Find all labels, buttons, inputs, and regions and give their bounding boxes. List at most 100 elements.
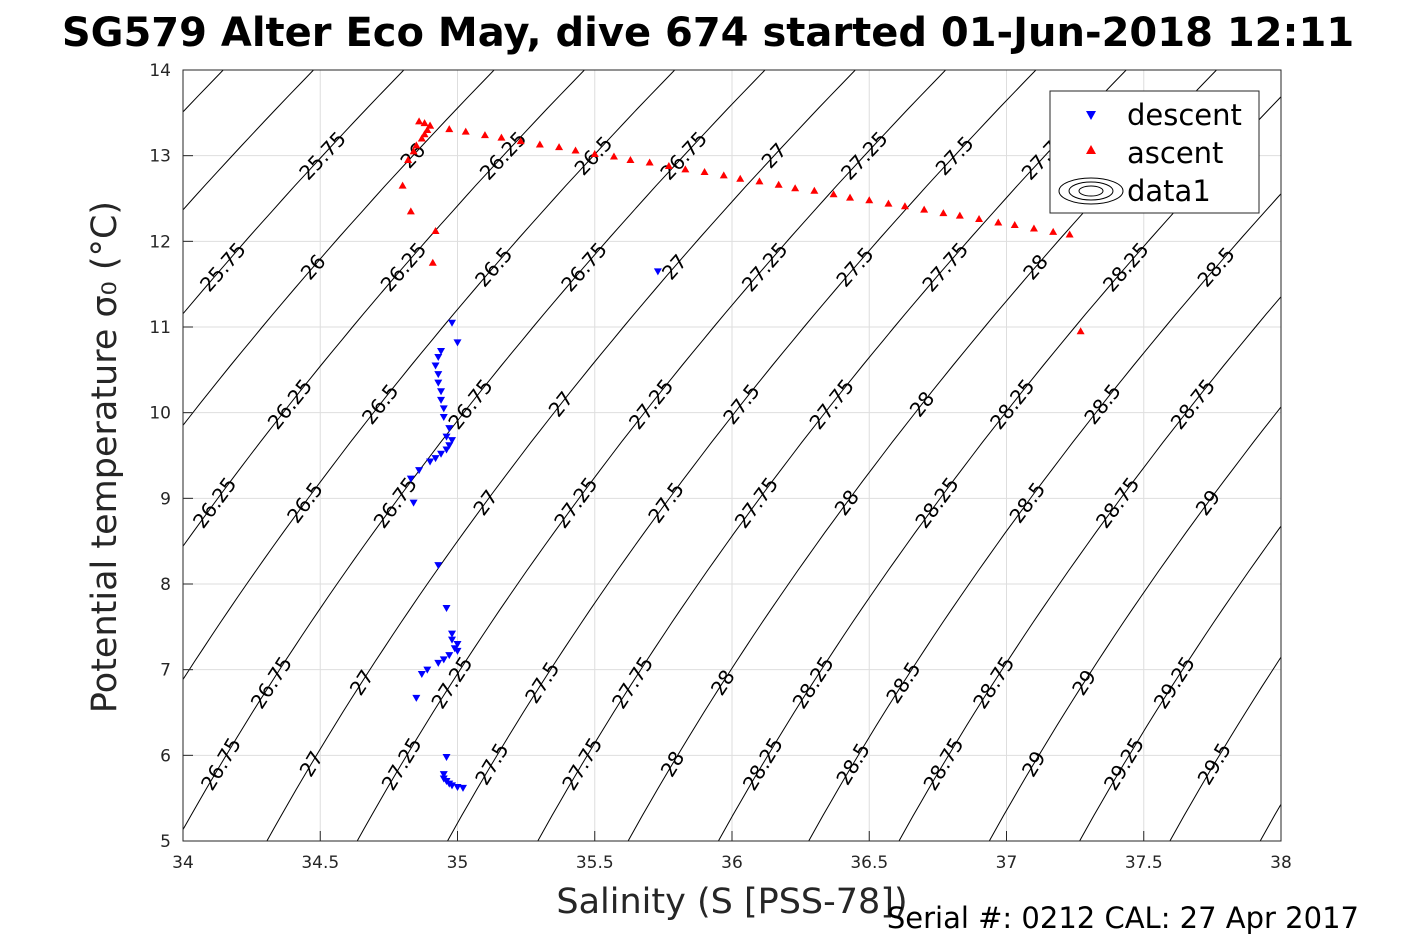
ascent-point — [900, 202, 909, 210]
ascent-point — [774, 180, 783, 188]
descent-point — [448, 630, 457, 638]
descent-series — [406, 268, 662, 792]
y-tick-label: 5 — [160, 832, 171, 852]
x-axis-label: Salinity (S [PSS-78]) — [556, 882, 907, 922]
isopycnal-line — [183, 70, 676, 681]
descent-point — [448, 319, 457, 327]
ascent-point — [404, 155, 413, 163]
ascent-point — [420, 130, 429, 138]
ascent-point — [791, 184, 800, 192]
isopycnal-line — [1351, 70, 1417, 841]
descent-point — [426, 458, 435, 466]
descent-point — [442, 433, 451, 441]
x-tick-label: 35.5 — [576, 853, 614, 873]
isopycnal-line — [1259, 803, 1281, 841]
ascent-series — [398, 117, 1085, 335]
ascent-point — [1076, 327, 1085, 335]
ascent-point — [461, 127, 470, 135]
ascent-point — [480, 131, 489, 139]
isopycnal-line — [537, 70, 1127, 841]
y-tick-label: 13 — [149, 147, 171, 167]
descent-point — [434, 562, 443, 570]
ascent-point — [516, 137, 525, 145]
ascent-point — [955, 211, 964, 219]
ascent-point — [426, 121, 435, 129]
descent-point — [458, 784, 467, 792]
ascent-point — [1029, 224, 1038, 232]
ascent-point — [412, 141, 421, 149]
descent-point — [437, 347, 446, 355]
legend-descent-label: descent — [1127, 98, 1242, 132]
ascent-point — [626, 155, 635, 163]
descent-point — [439, 413, 448, 421]
legend-ascent-label: ascent — [1127, 136, 1223, 170]
y-tick-label: 6 — [160, 746, 171, 766]
isopycnal-line — [183, 70, 405, 315]
chart-title: SG579 Alter Eco May, dive 674 started 01… — [62, 10, 1354, 56]
descent-point — [448, 437, 457, 445]
x-tick-label: 37 — [996, 853, 1018, 873]
isopycnal-line — [988, 406, 1281, 841]
ascent-point — [431, 227, 440, 235]
ascent-point — [417, 134, 426, 142]
ascent-point — [755, 177, 764, 185]
x-tick-label: 37.5 — [1125, 853, 1163, 873]
legend-contour-icon — [1058, 177, 1124, 205]
descent-point — [442, 446, 451, 454]
descent-point — [439, 771, 448, 779]
isopycnal-line — [1079, 525, 1281, 841]
isopycnal-line — [356, 70, 946, 841]
descent-point — [448, 636, 457, 644]
descent-point — [406, 475, 415, 483]
descent-point — [409, 499, 418, 507]
ascent-point — [664, 161, 673, 169]
ascent-point — [555, 143, 564, 151]
ascent-point — [846, 193, 855, 201]
y-tick-label: 14 — [149, 61, 171, 81]
x-tick-label: 38 — [1270, 853, 1292, 873]
ascent-point — [829, 190, 838, 198]
ascent-point — [406, 207, 415, 215]
descent-point — [442, 604, 451, 612]
descent-point — [453, 640, 462, 648]
descent-point — [434, 371, 443, 379]
isopycnal-line — [183, 70, 585, 548]
ascent-point — [445, 125, 454, 133]
ascent-point — [1010, 221, 1019, 229]
descent-point — [437, 396, 446, 404]
descent-point — [453, 339, 462, 347]
ascent-point — [420, 119, 429, 127]
ascent-point — [1065, 230, 1074, 238]
y-axis-label: Potential temperature σ₀ (°C) — [85, 201, 125, 713]
x-axis-ticks: 34 34.5 35 35.5 36 36.5 37 37.5 38 — [172, 831, 1292, 873]
isopycnal-line — [1169, 656, 1281, 841]
descent-point — [453, 647, 462, 655]
descent-point — [415, 467, 424, 475]
ascent-point — [681, 165, 690, 173]
isopycnal-line — [447, 70, 1037, 841]
y-tick-label: 10 — [149, 404, 171, 424]
descent-point — [442, 754, 451, 762]
x-tick-label: 35 — [447, 853, 469, 873]
descent-point — [445, 442, 454, 450]
x-tick-label: 36 — [721, 853, 743, 873]
legend-descent-marker — [1086, 111, 1096, 120]
legend-ascent-marker — [1086, 145, 1096, 154]
x-tick-label: 34.5 — [301, 853, 339, 873]
ascent-point — [423, 125, 432, 133]
isopycnal-line — [0, 70, 43, 841]
descent-point — [412, 694, 421, 702]
isopycnal-line — [183, 70, 766, 831]
ascent-point — [645, 158, 654, 166]
ascent-point — [571, 146, 580, 154]
y-tick-label: 12 — [149, 232, 171, 252]
descent-point — [439, 405, 448, 413]
ascent-point — [428, 258, 437, 266]
ascent-point — [415, 117, 424, 125]
descent-point — [453, 784, 462, 792]
ascent-point — [939, 209, 948, 217]
descent-point — [437, 450, 446, 458]
ascent-point — [398, 181, 407, 189]
descent-point — [439, 656, 448, 664]
